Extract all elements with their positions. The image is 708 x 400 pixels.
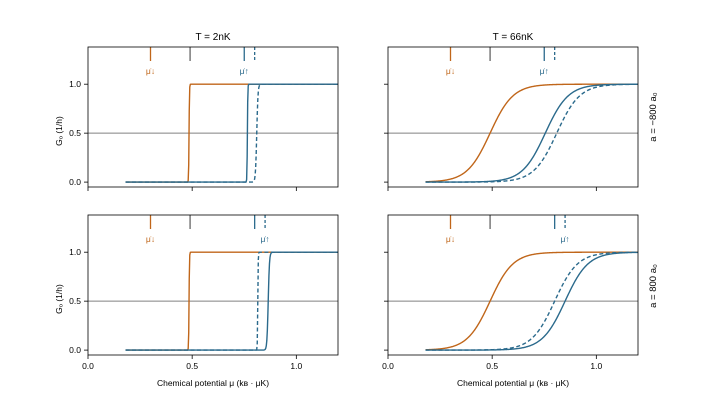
series-up-solid — [425, 251, 639, 351]
y-tick-label: 0.5 — [69, 296, 81, 306]
y-tick-label: 0.0 — [69, 177, 81, 187]
col-title-right: T = 66nK — [493, 32, 534, 43]
marker-up-label: μ̇↑ — [561, 234, 570, 244]
row-label-top: a = −800 a₀ — [648, 92, 659, 141]
axes-frame — [87, 214, 339, 356]
y-axis-label-top: Gₒ (1/h) — [54, 116, 64, 146]
marker-up-label: μ̇↑ — [261, 234, 270, 244]
y-tick-label: 1.0 — [69, 79, 81, 89]
x-tick-label: 1.0 — [590, 361, 602, 371]
marker-up-label: μ̇↑ — [240, 66, 249, 76]
row-label-bottom: a = 800 a₀ — [648, 264, 659, 308]
marker-down-label: μ̇↓ — [146, 66, 155, 76]
x-tick-label: 0.5 — [486, 361, 498, 371]
series-up-dashed — [425, 83, 639, 183]
y-tick-label: 1.0 — [69, 247, 81, 257]
marker-up-label: μ̇↑ — [540, 66, 549, 76]
x-tick-label: 0.0 — [82, 361, 94, 371]
panel-2: μ̇↓ μ̇↑ 0.0 0.5 1.0 0.0 0.5 1.0 — [69, 214, 339, 371]
x-tick-label: 0.0 — [382, 361, 394, 371]
y-axis-label-bottom: Gₒ (1/h) — [54, 284, 64, 314]
series-down-solid — [425, 251, 638, 351]
x-axis-label-right: Chemical potential μ (kʙ · μK) — [457, 378, 569, 388]
y-tick-label: 0.0 — [69, 345, 81, 355]
axes-frame — [87, 46, 339, 188]
x-axis-label-left: Chemical potential μ (kʙ · μK) — [157, 378, 269, 388]
marker-down-label: μ̇↓ — [446, 234, 455, 244]
marker-down-label: μ̇↓ — [446, 66, 455, 76]
marker-down-label: μ̇↓ — [146, 234, 155, 244]
panel-1: μ̇↓ μ̇↑ — [384, 46, 639, 191]
axes-frame — [387, 214, 639, 356]
x-tick-label: 1.0 — [290, 361, 302, 371]
y-tick-label: 0.5 — [69, 128, 81, 138]
axes-frame — [387, 46, 639, 188]
panels-group: μ̇↓ μ̇↑0.00.51.0μ̇↓ μ̇↑μ̇↓ μ̇↑0.00.51.00.0 0… — [69, 46, 639, 371]
panel-3: μ̇↓ μ̇↑ 0.0 0.5 1.0 — [382, 214, 639, 371]
series-up-solid — [125, 251, 338, 351]
panel-0: μ̇↓ μ̇↑ 0.0 0.5 1.0 — [69, 46, 339, 191]
x-tick-label: 0.5 — [186, 361, 198, 371]
series-up-dashed — [125, 83, 338, 183]
col-title-left: T = 2nK — [195, 32, 230, 43]
